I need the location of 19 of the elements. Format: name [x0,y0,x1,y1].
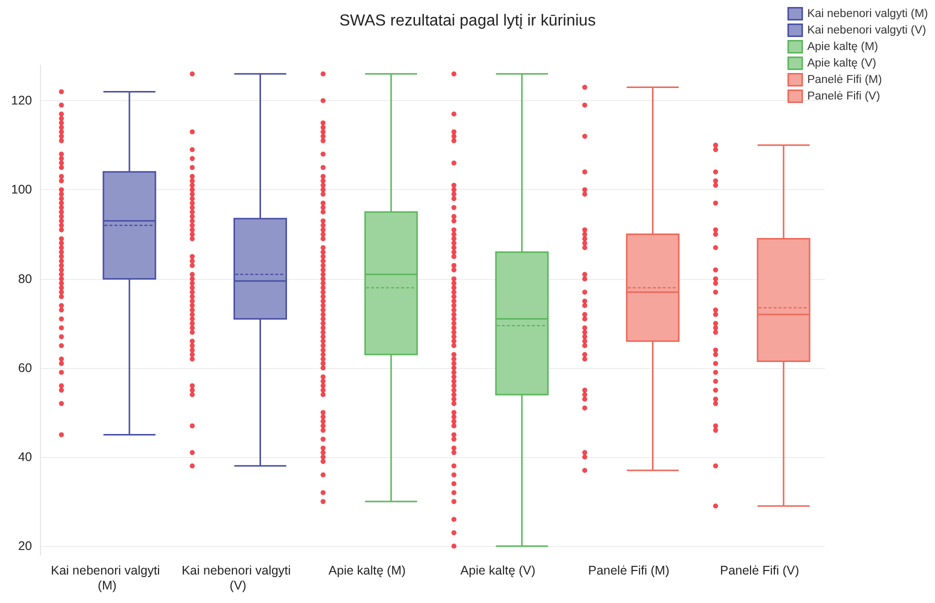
y-tick-label: 20 [18,539,32,554]
legend-label: Panelė Fifi (V) [807,90,880,102]
x-tick-label: Apie kaltę (M) [328,564,406,578]
legend-label: Kai nebenori valgyti (V) [807,24,926,36]
legend-label: Panelė Fifi (M) [807,74,882,86]
legend-label: Apie kaltę (M) [807,40,878,53]
y-tick-label: 100 [11,182,32,197]
x-tick-label: Kai nebenori valgyti (M) [50,564,160,592]
y-tick-label: 60 [18,360,32,375]
legend-label: Apie kaltę (V) [807,57,876,70]
x-tick-label: Panelė Fifi (V) [720,564,800,578]
x-tick-label: Panelė Fifi (M) [588,564,670,578]
y-tick-label: 40 [18,450,32,464]
y-tick-label: 120 [11,94,32,108]
y-tick-label: 80 [18,272,32,286]
legend-label: Kai nebenori valgyti (M) [807,8,928,20]
x-tick-label: Apie kaltę (V) [460,564,536,578]
x-tick-label: Kai nebenori valgyti (V) [182,564,291,592]
chart-title: SWAS rezultatai pagal lytį ir kūrinius [339,12,596,30]
